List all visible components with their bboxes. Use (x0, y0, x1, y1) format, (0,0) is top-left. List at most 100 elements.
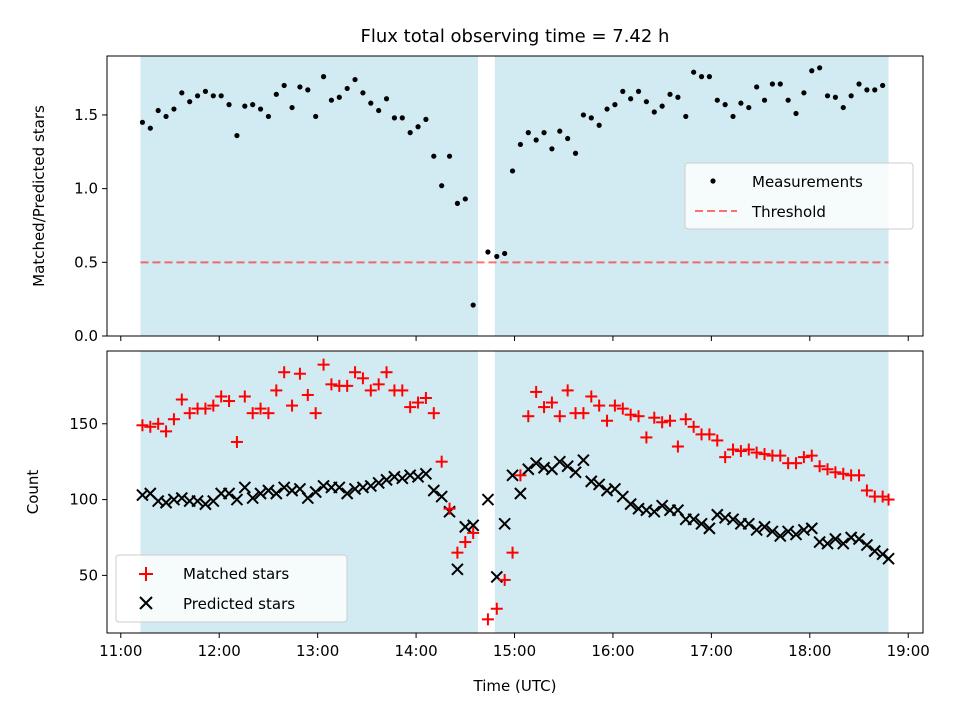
matched-star-point (719, 451, 732, 464)
measurement-point (494, 253, 500, 260)
x-tick-label: 17:00 (690, 642, 733, 660)
measurement-point (234, 132, 240, 139)
measurement-point (281, 82, 287, 89)
measurement-point (439, 183, 445, 189)
predicted-star-point (774, 529, 787, 543)
measurement-point (635, 88, 642, 94)
predicted-star-point (246, 491, 259, 505)
measurement-point (305, 87, 311, 93)
measurement-point (572, 150, 579, 156)
measurement-point (565, 135, 571, 142)
predicted-star-point (230, 493, 244, 506)
matched-star-point (530, 385, 543, 398)
measurement-point (179, 90, 185, 96)
measurement-point (659, 103, 665, 109)
predicted-star-point (529, 456, 543, 470)
measurement-point (517, 141, 524, 148)
measurement-point (423, 116, 429, 122)
predicted-star-point (238, 481, 252, 494)
bottom-legend-box (115, 554, 348, 623)
matched-star-point (538, 401, 551, 414)
matched-star-point (545, 396, 558, 409)
matched-star-point (601, 414, 614, 427)
measurement-point (557, 128, 563, 134)
matched-star-point (608, 399, 621, 412)
predicted-star-point (466, 519, 480, 532)
measurement-point (785, 97, 791, 103)
matched-star-point (742, 443, 755, 456)
predicted-star-point (687, 513, 700, 526)
matched-star-point (805, 449, 818, 462)
measurement-point (265, 113, 272, 120)
predicted-star-point (852, 532, 866, 546)
matched-star-point (481, 613, 494, 626)
matched-star-point (167, 413, 180, 426)
measurement-point (273, 91, 279, 97)
matched-star-point (136, 419, 149, 432)
predicted-star-point (821, 537, 834, 550)
matched-star-point (821, 463, 834, 476)
matched-star-point (427, 407, 440, 420)
measurement-point (793, 110, 799, 117)
measurement-point (643, 99, 650, 105)
matched-star-point (246, 407, 259, 420)
top-y-tick-label: 0.5 (74, 253, 98, 271)
measurement-point (470, 302, 476, 308)
measurement-point (320, 74, 327, 80)
matched-star-point (687, 420, 700, 433)
x-tick-label: 11:00 (99, 642, 142, 660)
legend-threshold-label: Threshold (751, 203, 826, 221)
measurement-point (754, 84, 760, 90)
measurement-point (588, 115, 594, 121)
measurement-point (454, 200, 461, 206)
matched-star-point (459, 536, 472, 549)
matched-star-point (490, 602, 503, 615)
matched-star-point (813, 460, 826, 473)
matched-star-point (207, 399, 220, 412)
predicted-star-point (277, 481, 291, 494)
matched-star-point (380, 366, 393, 379)
matched-star-point (561, 384, 574, 397)
predicted-star-point (396, 472, 409, 485)
measurement-point (880, 82, 886, 89)
measurement-point (399, 115, 405, 121)
matched-star-point (703, 428, 716, 441)
matched-star-point (853, 469, 866, 482)
measurement-point (147, 125, 153, 131)
legend-measurements-label: Measurements (752, 173, 863, 191)
bottom-x-ticks: 11:00 12:00 13:00 14:00 15:00 16:00 17:00 18:00… (99, 633, 930, 660)
bottom-legend: Matched stars Predicted stars (115, 554, 348, 623)
measurement-point (376, 107, 382, 114)
predicted-star-point (837, 537, 850, 550)
measurement-point (139, 119, 146, 125)
matched-star-point (301, 388, 314, 401)
matched-star-point (412, 396, 425, 409)
matched-star-point (270, 384, 283, 397)
top-y-tick-label: 0.0 (74, 327, 98, 345)
matched-star-point (790, 457, 803, 470)
measurement-point (612, 102, 618, 108)
predicted-star-point (270, 487, 283, 500)
x-tick-label: 12:00 (198, 642, 241, 660)
measurement-point (738, 100, 744, 106)
predicted-star-point (868, 544, 881, 558)
measurement-point (509, 168, 516, 174)
measurement-point (769, 81, 775, 87)
matched-star-point (648, 411, 661, 424)
measurement-point (336, 94, 342, 100)
matched-stars-points (136, 358, 895, 626)
legend-predicted-label: Predicted stars (183, 595, 295, 613)
matched-star-point (711, 434, 724, 447)
top-panel: 0.0 0.5 1.0 1.5 Matched/Predicted stars Mea… (30, 55, 924, 345)
measurement-point (431, 153, 437, 159)
matched-star-point (443, 502, 456, 515)
bottom-y-ticks: 50 100 150 (69, 415, 107, 584)
matched-star-point (349, 366, 362, 379)
measurement-point (675, 94, 681, 100)
measurement-point (620, 88, 626, 94)
measurement-point (801, 90, 807, 96)
matched-star-point (616, 402, 629, 415)
measurement-point (691, 69, 697, 75)
predicted-star-point (695, 517, 708, 531)
